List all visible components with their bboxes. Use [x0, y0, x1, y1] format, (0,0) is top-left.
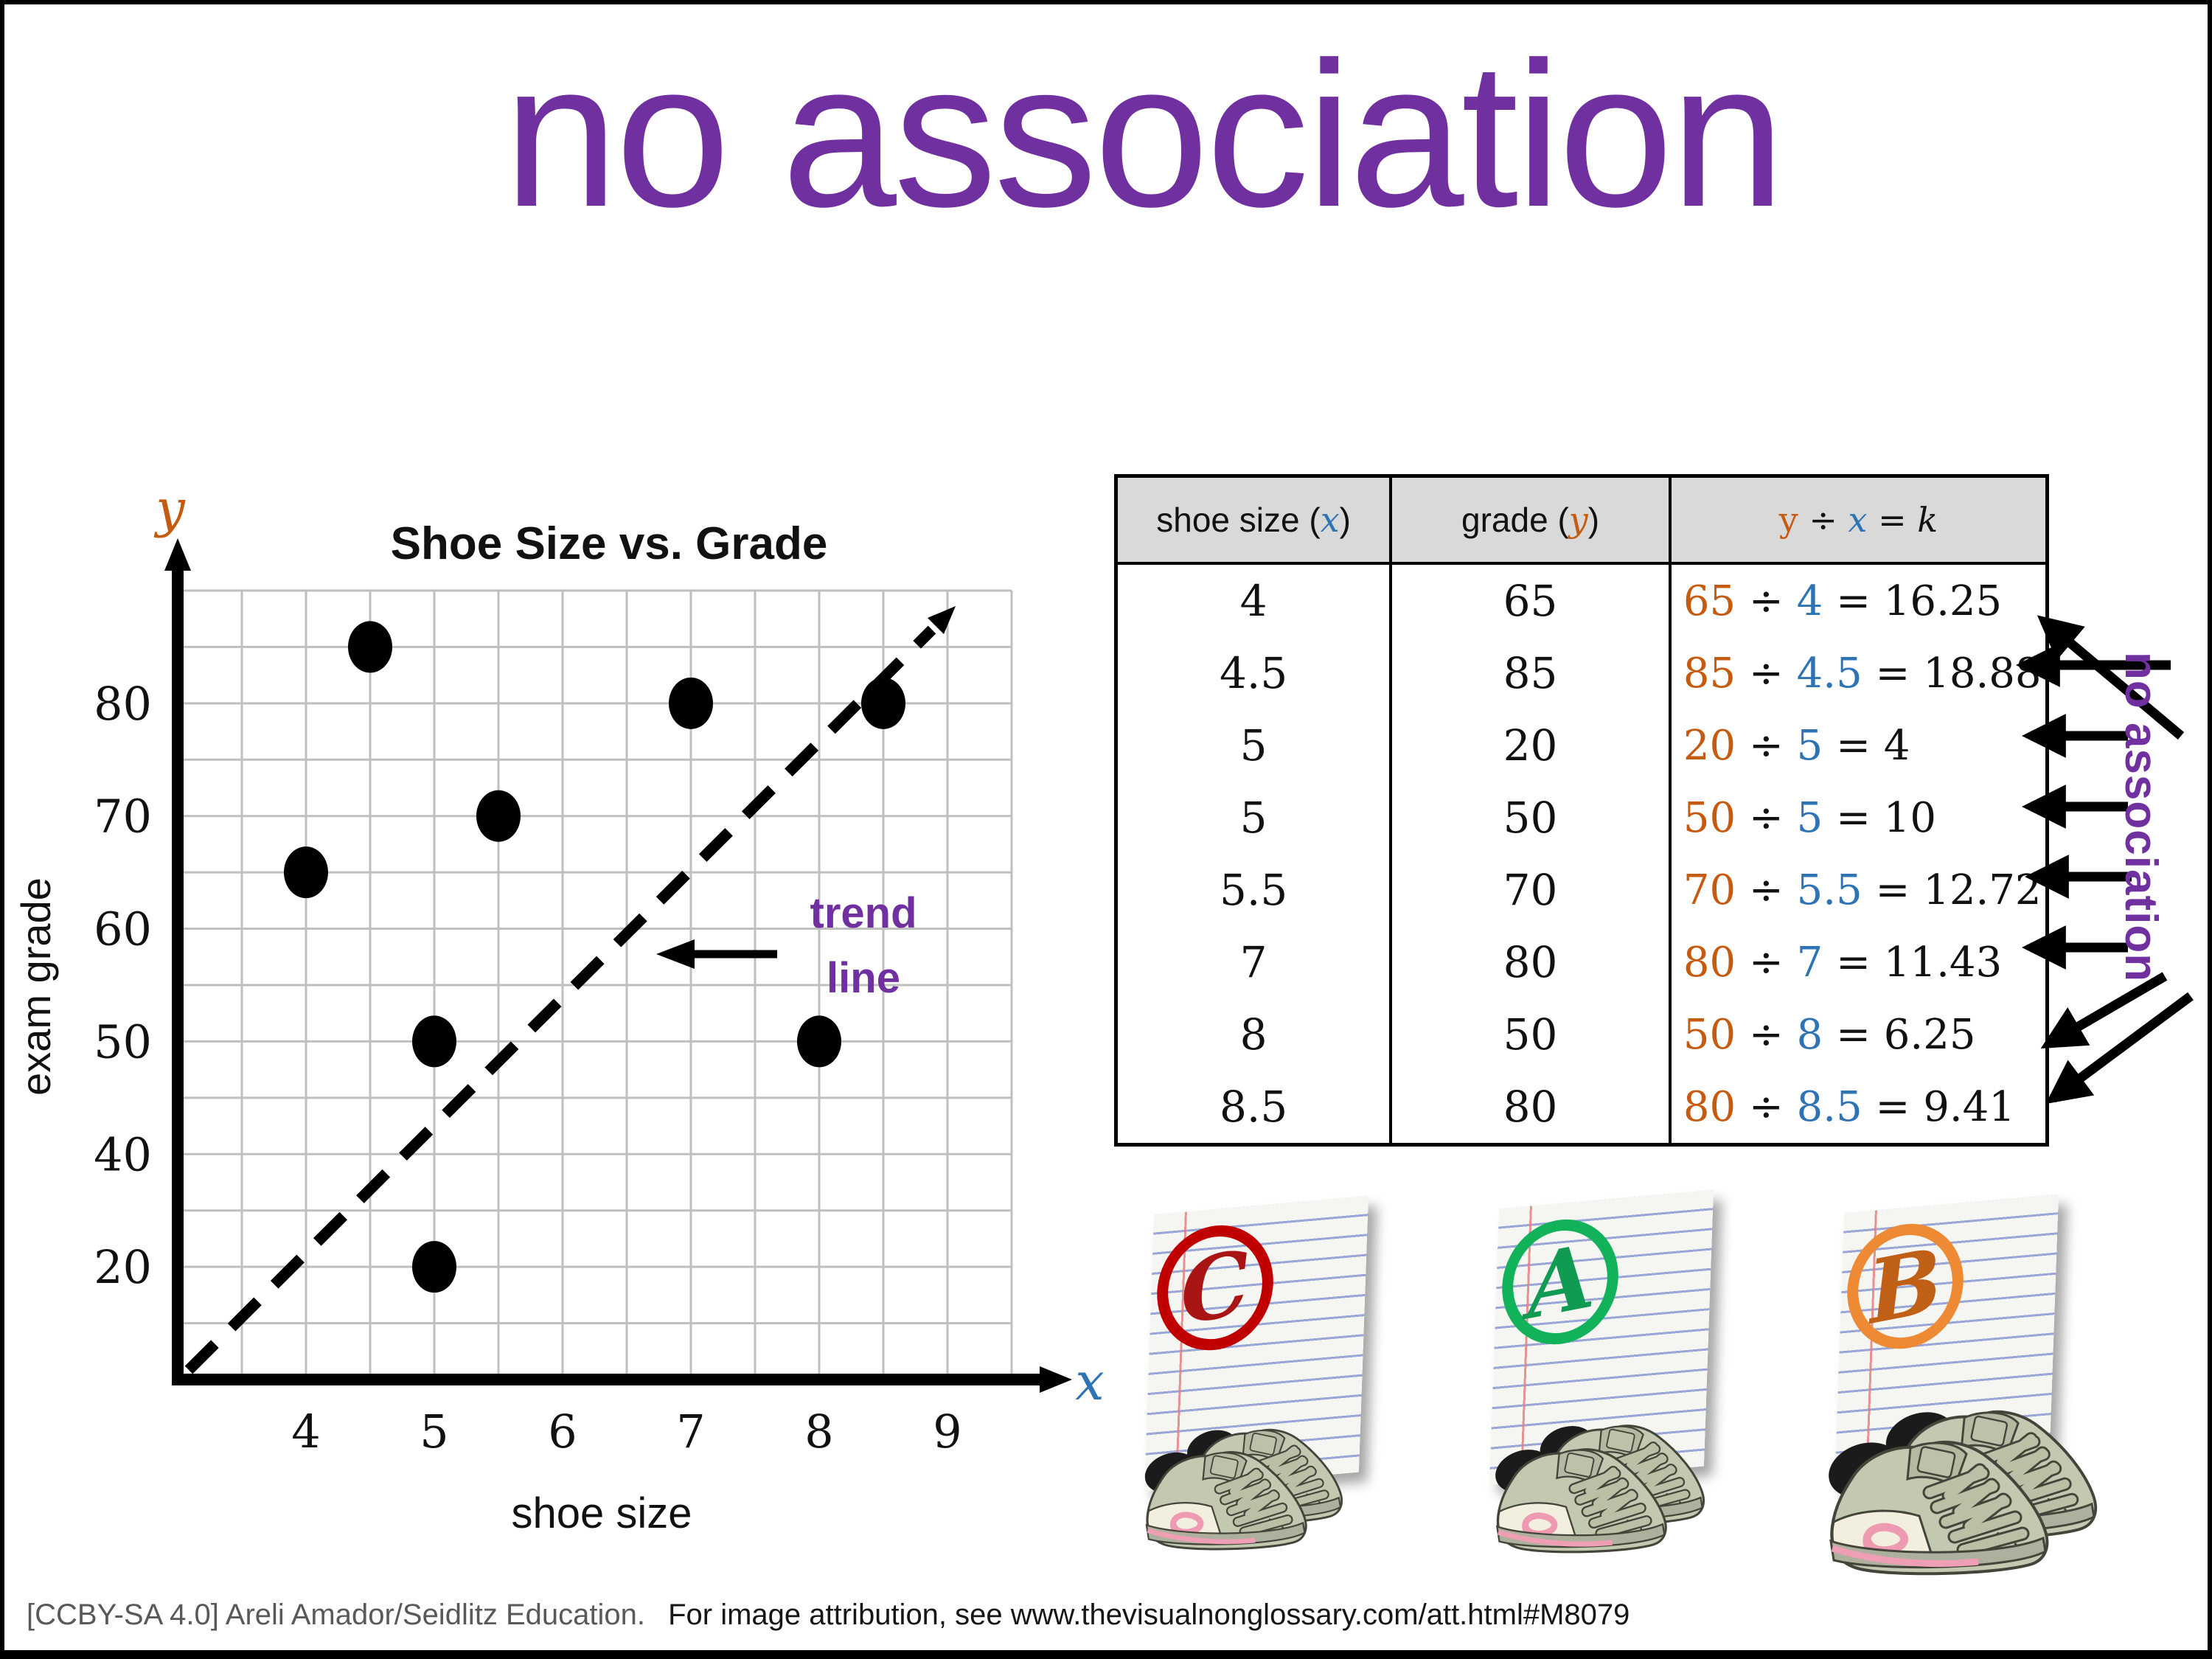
cell-grade: 85 — [1389, 637, 1670, 709]
y-tick: 70 — [94, 790, 152, 844]
trend-callout-arrowhead-icon — [656, 939, 695, 969]
x-tick: 4 — [291, 1405, 320, 1458]
sneakers-large — [1822, 1391, 2117, 1590]
x-tick-labels: 4 5 6 7 8 9 — [291, 1405, 961, 1458]
cell-shoe-size: 4.5 — [1220, 648, 1288, 698]
scatter-point — [476, 790, 521, 842]
x-axis-arrowhead-icon — [1040, 1366, 1072, 1393]
row-pointer-arrow — [2045, 992, 2194, 1105]
grade-letter-a: A — [1523, 1224, 1598, 1339]
trend-label-line1: trend — [810, 889, 917, 937]
data-table: shoe size (x) grade (y) y ÷ x = k 4 65 65 … — [1114, 474, 2049, 1147]
x-tick: 6 — [548, 1405, 577, 1458]
page-title: no association — [503, 20, 1785, 250]
cell-shoe-size: 8 — [1239, 1009, 1267, 1060]
grade-circle-b: B — [1843, 1214, 1968, 1360]
plot-grid — [178, 589, 1013, 1380]
y-tick: 60 — [94, 902, 152, 956]
cell-grade: 65 — [1389, 563, 1670, 637]
table-row: 5.5 70 70 ÷ 5.5 = 12.72 — [1116, 854, 2048, 926]
scatter-point — [797, 1015, 841, 1068]
cell-equation: 80 ÷ 8.5 = 9.41 — [1668, 1071, 2048, 1145]
cell-shoe-size: 4 — [1239, 576, 1267, 626]
cell-shoe-size: 7 — [1239, 937, 1267, 987]
cell-grade: 50 — [1389, 998, 1670, 1071]
chart-title: Shoe Size vs. Grade — [391, 518, 828, 569]
y-axis-label: exam grade — [13, 877, 59, 1096]
scatter-point — [669, 677, 713, 729]
table-row: 7 80 80 ÷ 7 = 11.43 — [1116, 926, 2048, 998]
grade-letter-c: C — [1177, 1230, 1253, 1346]
cell-grade: 20 — [1389, 709, 1670, 782]
y-axis-symbol: y — [153, 479, 186, 539]
cell-shoe-size: 5.5 — [1220, 865, 1288, 915]
cell-equation: 50 ÷ 5 = 10 — [1668, 782, 2048, 854]
y-axis-arrowhead-icon — [164, 538, 191, 571]
scatter-point — [412, 1015, 456, 1068]
side-note-no-association: no association — [2115, 652, 2166, 983]
table-row: 4 65 65 ÷ 4 = 16.25 — [1116, 563, 2048, 637]
cell-equation: 70 ÷ 5.5 = 12.72 — [1668, 854, 2048, 926]
cell-grade: 70 — [1389, 854, 1670, 926]
sneakers-medium — [1490, 1409, 1720, 1565]
cell-equation: 80 ÷ 7 = 11.43 — [1668, 926, 2048, 998]
cell-equation: 20 ÷ 5 = 4 — [1668, 709, 2048, 782]
license-text: [CCBY-SA 4.0] Areli Amador/Seidlitz Educ… — [27, 1599, 660, 1631]
y-tick: 80 — [94, 677, 152, 731]
row-arrows — [2016, 615, 2194, 1105]
sneakers-small — [1140, 1414, 1357, 1562]
y-tick: 40 — [94, 1127, 152, 1181]
trend-line — [184, 625, 936, 1374]
cell-shoe-size: 5 — [1239, 793, 1267, 843]
cell-shoe-size: 8.5 — [1220, 1082, 1288, 1132]
x-tick: 7 — [676, 1405, 705, 1458]
table-row: 5 20 20 ÷ 5 = 4 — [1116, 709, 2048, 782]
table-body: 4 65 65 ÷ 4 = 16.25 4.5 85 85 ÷ 4.5 = 18.88 5 2… — [1116, 563, 2048, 1145]
cell-grade: 80 — [1389, 1071, 1670, 1145]
scatter-point — [861, 677, 905, 729]
row-pointer-arrow — [2040, 972, 2168, 1049]
trend-label-line2: line — [827, 954, 900, 1002]
cell-grade: 80 — [1389, 926, 1670, 998]
y-tick-labels: 80 70 60 50 40 20 — [94, 677, 152, 1294]
cell-equation: 50 ÷ 8 = 6.25 — [1668, 998, 2048, 1071]
grade-circle-a: A — [1498, 1209, 1623, 1355]
grade-circle-c: C — [1152, 1215, 1278, 1361]
attribution-note: For image attribution, see www.thevisual… — [668, 1599, 1630, 1631]
x-tick: 5 — [420, 1405, 448, 1458]
header-formula: y ÷ x = k — [1668, 476, 2048, 565]
table-row: 8.5 80 80 ÷ 8.5 = 9.41 — [1116, 1071, 2048, 1145]
table-row: 4.5 85 85 ÷ 4.5 = 18.88 — [1116, 637, 2048, 709]
cell-shoe-size: 5 — [1239, 720, 1267, 771]
grade-letter-b: B — [1865, 1228, 1946, 1344]
trend-line-arrowhead-icon — [928, 606, 956, 634]
scatter-point — [348, 621, 392, 673]
scatter-point — [284, 846, 328, 899]
table-header-row: shoe size (x) grade (y) y ÷ x = k — [1116, 476, 2048, 565]
cell-equation: 85 ÷ 4.5 = 18.88 — [1668, 637, 2048, 709]
x-tick: 8 — [804, 1405, 833, 1458]
y-tick: 50 — [94, 1015, 152, 1068]
header-grade: grade (y) — [1389, 476, 1670, 565]
header-shoe-size: shoe size (x) — [1116, 476, 1391, 565]
data-points — [284, 621, 905, 1293]
table-row: 8 50 50 ÷ 8 = 6.25 — [1116, 998, 2048, 1071]
x-axis-label: shoe size — [511, 1489, 692, 1537]
row-pointer-arrow — [2037, 615, 2185, 740]
cell-grade: 50 — [1389, 782, 1670, 854]
y-tick: 20 — [94, 1240, 152, 1294]
attribution: [CCBY-SA 4.0] Areli Amador/Seidlitz Educ… — [27, 1599, 1630, 1632]
scatter-point — [412, 1241, 456, 1293]
x-tick: 9 — [933, 1405, 961, 1458]
table-row: 5 50 50 ÷ 5 = 10 — [1116, 782, 2048, 854]
x-axis-symbol: x — [1075, 1352, 1104, 1412]
cell-equation: 65 ÷ 4 = 16.25 — [1668, 563, 2048, 637]
